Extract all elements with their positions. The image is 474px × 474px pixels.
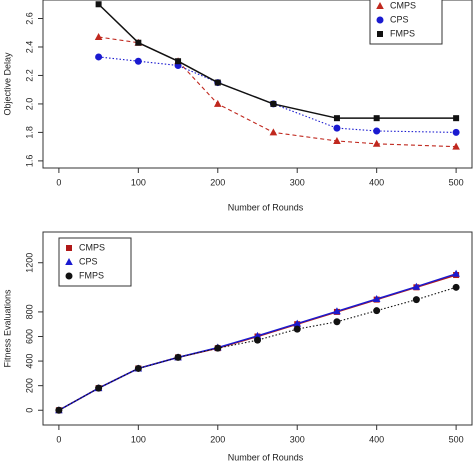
marker (412, 282, 421, 290)
plot-frame (42, 0, 473, 169)
y-tick-label: 1200 (24, 253, 34, 273)
marker (175, 58, 182, 65)
marker (333, 115, 340, 122)
marker (94, 33, 103, 41)
y-tick-label: 2.6 (24, 12, 34, 25)
legend-marker (376, 16, 384, 24)
marker (373, 115, 380, 122)
y-tick-label: 1.8 (24, 126, 34, 139)
y-tick-label: 2.4 (24, 41, 34, 54)
marker (174, 353, 182, 361)
marker (270, 100, 277, 107)
marker (134, 57, 142, 65)
marker (452, 283, 460, 291)
marker (333, 307, 341, 315)
x-axis-label: Number of Rounds (228, 202, 304, 212)
marker (95, 384, 103, 392)
x-tick-label: 300 (290, 177, 305, 187)
marker (452, 128, 460, 136)
y-tick-label: 2.2 (24, 69, 34, 82)
legend-marker (376, 2, 384, 9)
marker (135, 39, 142, 46)
marker (453, 115, 460, 122)
plot-frame (42, 231, 473, 426)
x-axis-label: Number of Rounds (228, 452, 304, 462)
y-axis-label: Objective Delay (2, 52, 12, 116)
x-tick-label: 400 (369, 434, 384, 444)
marker (134, 364, 142, 372)
y-tick-label: 800 (24, 304, 34, 319)
marker (333, 124, 341, 132)
marker (333, 318, 341, 326)
legend-label: FMPS (79, 270, 104, 280)
y-axis-label: Fitness Evaluations (2, 289, 12, 368)
marker (372, 294, 381, 302)
marker (372, 139, 381, 147)
marker (333, 136, 341, 144)
x-tick-label: 200 (210, 177, 225, 187)
marker (55, 406, 63, 414)
marker (253, 331, 262, 339)
legend-label: CMPS (79, 242, 105, 252)
marker (373, 127, 381, 135)
legend-label: CPS (79, 256, 98, 266)
x-tick-label: 0 (56, 177, 61, 187)
legend-label: CMPS (390, 0, 416, 10)
y-tick-label: 200 (24, 378, 34, 393)
y-tick-label: 600 (24, 329, 34, 344)
marker (452, 142, 460, 150)
x-tick-label: 100 (131, 434, 146, 444)
marker (214, 344, 222, 352)
y-tick-label: 400 (24, 354, 34, 369)
marker (293, 325, 301, 333)
legend-marker (377, 31, 383, 37)
legend-marker (65, 258, 73, 265)
legend-marker (65, 272, 73, 280)
marker (254, 336, 261, 344)
x-tick-label: 500 (449, 177, 464, 187)
x-tick-label: 300 (290, 434, 305, 444)
y-tick-label: 0 (24, 408, 34, 413)
x-tick-label: 100 (131, 177, 146, 187)
legend-label: FMPS (390, 28, 415, 38)
legend-label: CPS (390, 14, 409, 24)
x-tick-label: 0 (56, 434, 61, 444)
series-line (98, 36, 457, 148)
marker (214, 79, 221, 86)
series-line (98, 3, 457, 119)
marker (412, 296, 420, 304)
y-tick-label: 1.6 (24, 155, 34, 168)
marker (373, 307, 381, 315)
series-line (98, 56, 457, 133)
x-tick-label: 500 (449, 434, 464, 444)
marker (95, 1, 102, 8)
y-tick-label: 2.0 (24, 98, 34, 111)
marker (95, 53, 103, 61)
series-line (58, 286, 457, 411)
marker (269, 128, 278, 136)
marker (293, 319, 302, 327)
marker (452, 269, 460, 277)
x-tick-label: 200 (210, 434, 225, 444)
marker (213, 99, 222, 107)
x-tick-label: 400 (369, 177, 384, 187)
legend-marker (66, 245, 72, 251)
